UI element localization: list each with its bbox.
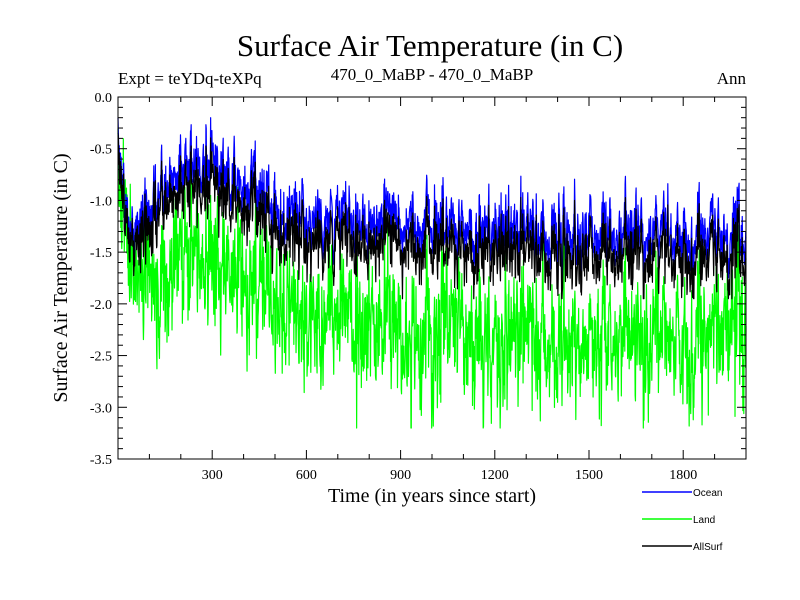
legend-label-ocean: Ocean bbox=[693, 488, 722, 499]
y-tick-label: 0.0 bbox=[95, 91, 113, 106]
x-tick-label: 1200 bbox=[481, 468, 509, 483]
series-line-allsurf bbox=[117, 133, 747, 300]
experiment-label: Expt = teYDq-teXPq bbox=[118, 69, 262, 88]
chart-title: Surface Air Temperature (in C) bbox=[237, 28, 623, 63]
y-tick-label: -2.0 bbox=[90, 298, 112, 313]
y-tick-label: -1.0 bbox=[90, 194, 112, 209]
y-axis-label: Surface Air Temperature (in C) bbox=[50, 153, 72, 402]
y-tick-label: -2.5 bbox=[90, 350, 112, 365]
x-tick-label: 1800 bbox=[669, 468, 697, 483]
legend: Ocean Land AllSurf bbox=[642, 488, 723, 553]
series-line-land bbox=[117, 128, 747, 429]
ticks-layer: 300 600 900 1200 1500 1800 0.0 -0.5 -1.0 -1.5 -2.0… bbox=[90, 91, 746, 483]
series-layer bbox=[117, 117, 747, 429]
period-label: 470_0_MaBP - 470_0_MaBP bbox=[331, 65, 533, 84]
legend-label-land: Land bbox=[693, 515, 715, 526]
legend-label-allsurf: AllSurf bbox=[693, 542, 723, 553]
season-label: Ann bbox=[717, 69, 747, 88]
y-tick-label: -3.0 bbox=[90, 401, 112, 416]
x-tick-label: 1500 bbox=[575, 468, 603, 483]
y-tick-label: -3.5 bbox=[90, 453, 112, 468]
x-tick-label: 600 bbox=[296, 468, 317, 483]
x-axis-label: Time (in years since start) bbox=[328, 485, 536, 507]
y-tick-label: -0.5 bbox=[90, 143, 112, 158]
x-tick-label: 900 bbox=[390, 468, 411, 483]
y-tick-label: -1.5 bbox=[90, 246, 112, 261]
series-line-ocean bbox=[117, 117, 747, 279]
x-tick-label: 300 bbox=[202, 468, 223, 483]
